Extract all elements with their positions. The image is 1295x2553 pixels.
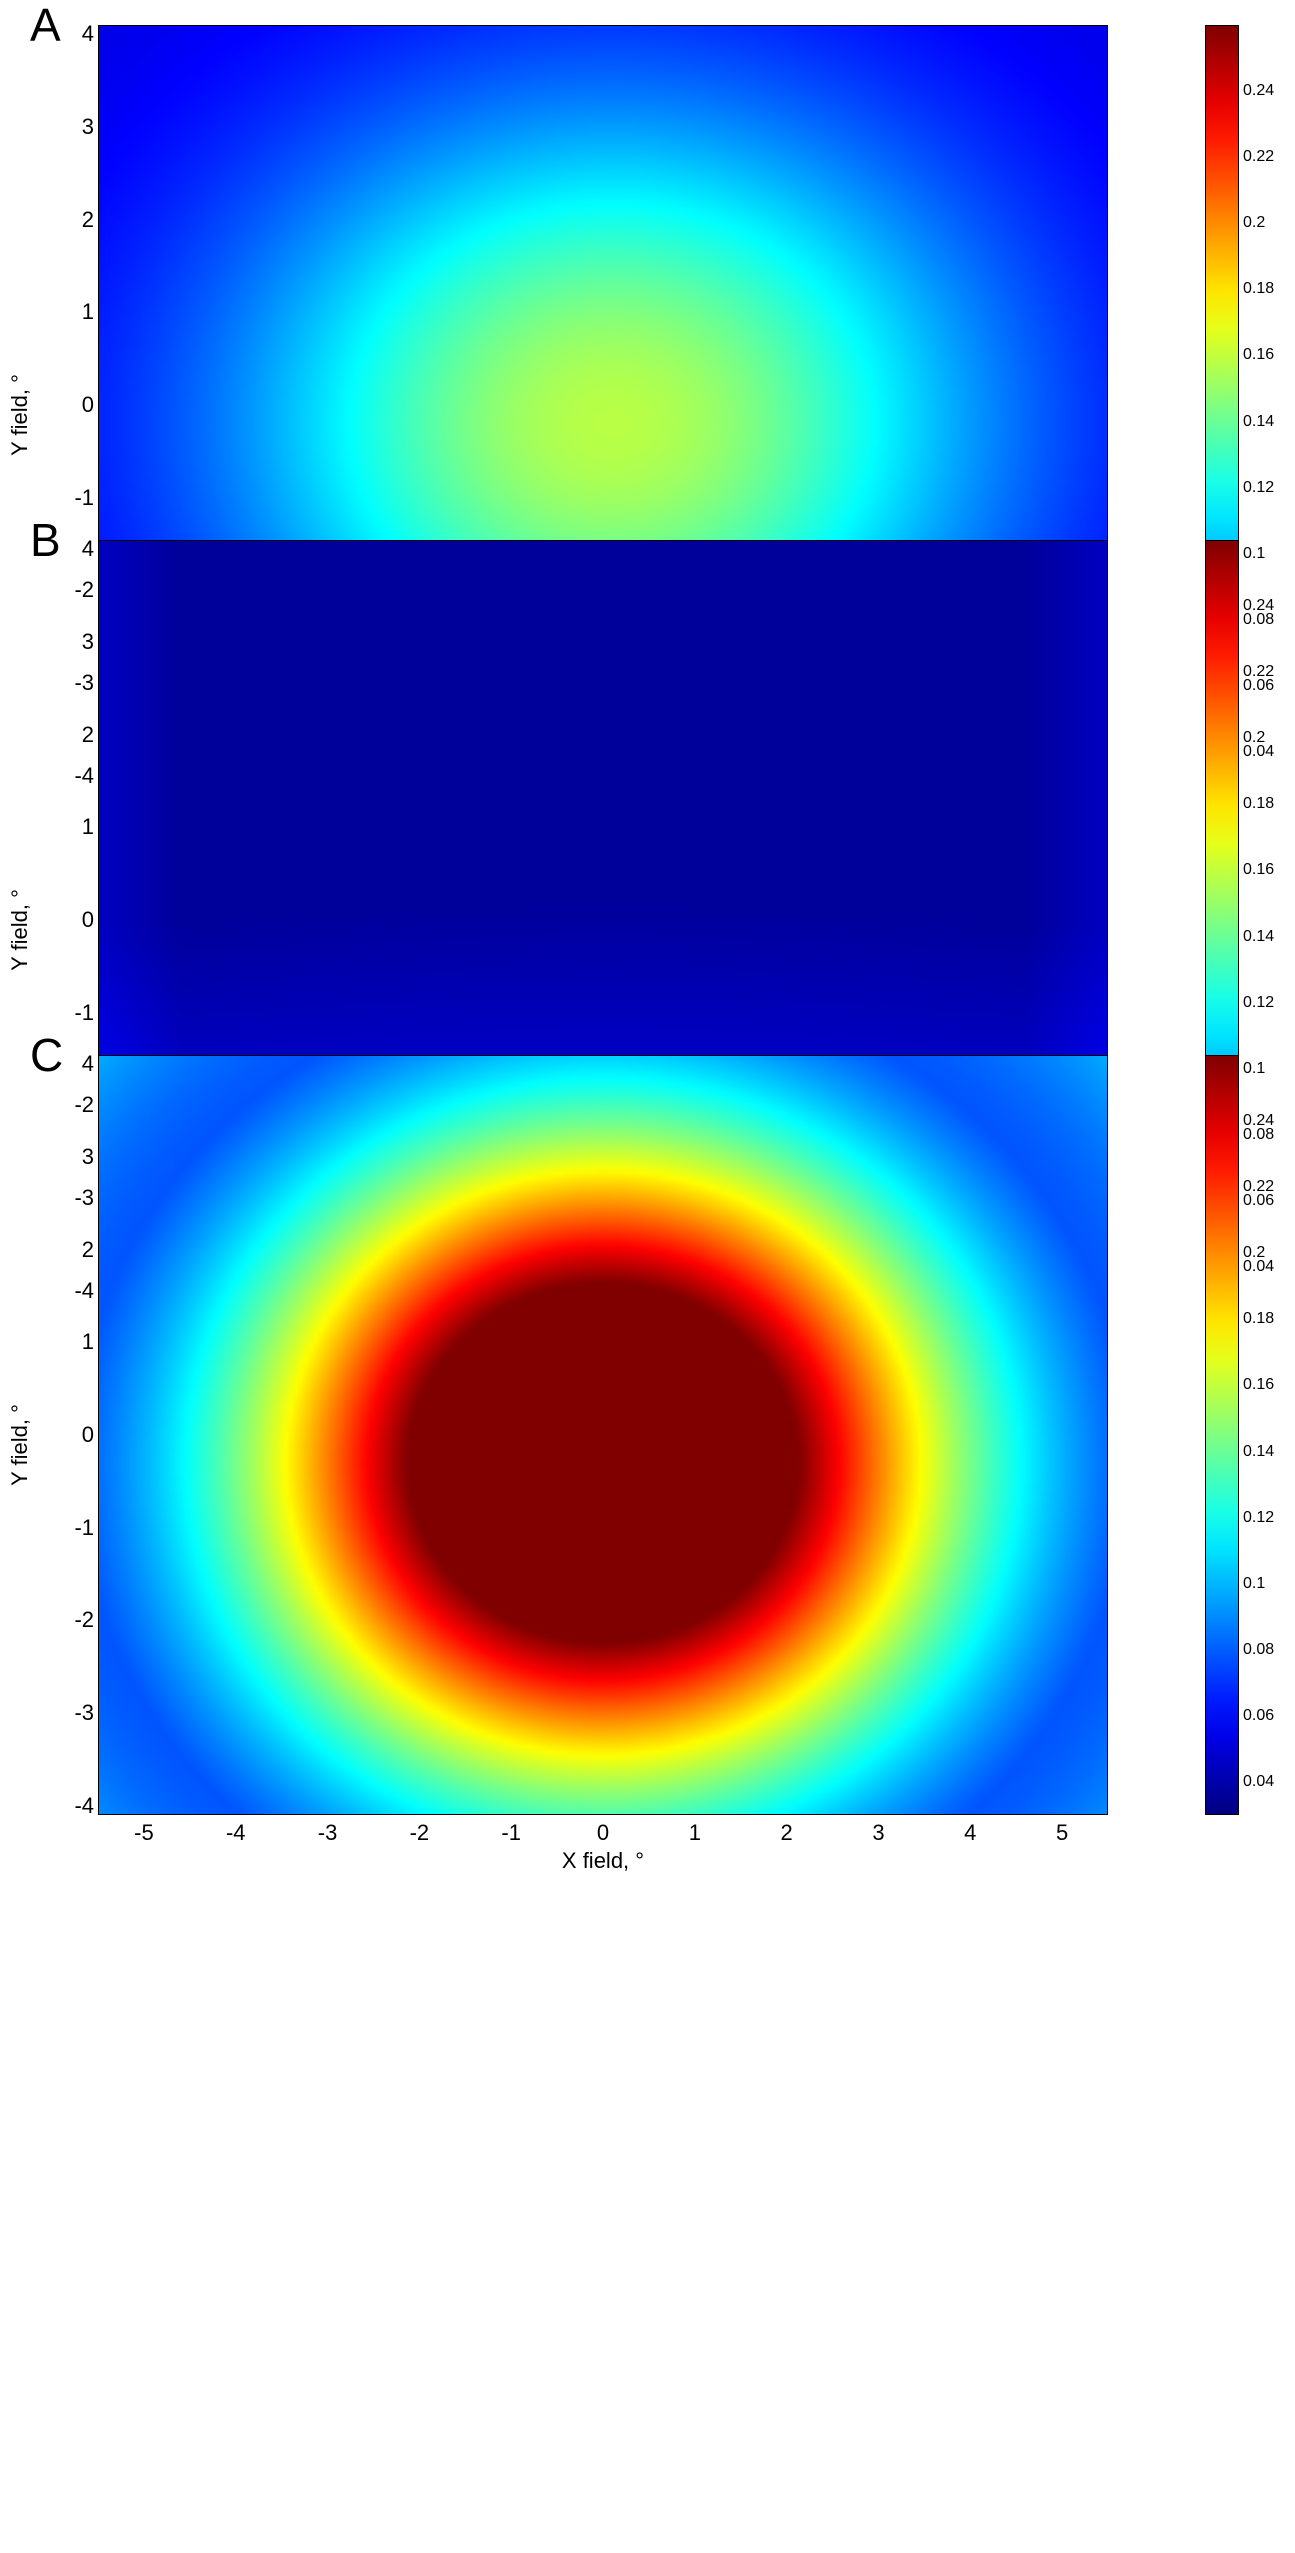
panel-label: C [30,1029,64,1081]
colorbar-tick-label: 0.12 [1243,478,1275,496]
colorbar-tick-label: 0.24 [1243,82,1275,100]
x-tick-label: -1 [501,1820,521,1845]
y-tick-label: 4 [81,1051,94,1077]
colorbar-ticks: 0.04 0.06 0.08 0.1 0.12 0.14 0.16 0.18 0.2 0.22 0.… [1243,540,1295,1300]
colorbar-tick-label: 0.18 [1243,280,1275,298]
colorbar-tick-label: 0.16 [1243,346,1275,364]
colorbar-tick-label: 0.1 [1243,1059,1266,1077]
y-tick-label: 4 [81,536,94,562]
colorbar-tick-label: 0.1 [1243,1574,1266,1592]
y-axis-ticks: -4 -3 -2 -1 0 1 2 3 4 [40,1051,94,1817]
x-tick-label: 4 [964,1820,977,1845]
colorbar-tick-label: 0.18 [1243,795,1275,813]
colorbar-tick-label: 0.12 [1243,993,1275,1011]
y-tick-label: 1 [81,1329,94,1355]
colorbar-tick-label: 0.08 [1243,610,1275,628]
colorbar-tick-label: 0.22 [1243,663,1275,681]
y-axis-label: Y field, ° [7,374,32,456]
colorbar-tick-label: 0.22 [1243,1178,1275,1196]
x-tick-label: 2 [780,1820,793,1845]
x-tick-label: -3 [317,1820,338,1845]
y-tick-label: 0 [81,1422,94,1447]
y-tick-label: -1 [74,484,94,510]
colorbar-tick-label: 0.1 [1243,544,1266,562]
colorbar-tick-label: 0.12 [1243,1508,1275,1526]
colorbar-tick-label: 0.2 [1243,214,1266,232]
y-axis-ticks: -4 -3 -2 -1 0 1 2 3 4 [40,21,94,787]
y-tick-label: 4 [81,21,94,47]
colorbar-tick-label: 0.2 [1243,1244,1266,1262]
y-tick-label: 2 [81,1236,94,1262]
y-tick-label: -1 [74,1514,94,1540]
y-axis-ticks: -4 -3 -2 -1 0 1 2 3 4 [40,536,94,1302]
y-tick-label: 0 [81,907,94,932]
y-tick-label: 1 [81,814,94,840]
colorbar-tick-label: 0.18 [1243,1310,1275,1328]
y-tick-label: 2 [81,206,94,232]
y-tick-label: 0 [81,392,94,417]
y-tick-label: -3 [74,1700,94,1726]
x-tick-label: -2 [409,1820,430,1845]
x-tick-label: -5 [134,1820,154,1845]
y-tick-label: -4 [74,1792,94,1818]
colorbar-tick-label: 0.14 [1243,927,1275,945]
colorbar-tick-label: 0.24 [1243,1112,1275,1130]
y-tick-label: -2 [74,1092,94,1118]
y-tick-label: 1 [81,299,94,325]
y-axis-label: Y field, ° [7,889,32,971]
x-tick-label: 5 [1055,1820,1069,1845]
colorbar-tick-label: 0.08 [1243,1640,1275,1658]
x-tick-label: 0 [596,1820,610,1845]
panel-label: A [30,0,61,51]
y-tick-label: -2 [74,577,94,603]
colorbar-tick-label: 0.06 [1243,1706,1275,1724]
colorbar-tick-label: 0.06 [1243,676,1275,694]
colorbar-tick-label: 0.06 [1243,1191,1275,1209]
panel-label: B [30,514,61,566]
colorbar-ticks: 0.04 0.06 0.08 0.1 0.12 0.14 0.16 0.18 0.2 0.22 0.… [1243,25,1295,785]
x-tick-label: -4 [225,1820,246,1845]
y-tick-label: -3 [74,1185,94,1211]
x-axis-ticks: -5 -4 -3 -2 -1 0 1 2 3 4 5 [98,1820,1108,1848]
y-tick-label: -4 [74,1277,94,1303]
heatmap-plot [98,1055,1108,1815]
colorbar-tick-label: 0.04 [1243,1257,1275,1275]
colorbar-tick-label: 0.22 [1243,148,1275,166]
y-tick-label: 2 [81,721,94,747]
heatmap-image [99,1056,1107,1814]
colorbar-tick-label: 0.14 [1243,1442,1275,1460]
y-tick-label: -2 [74,1607,94,1633]
colorbar-tick-label: 0.24 [1243,597,1275,615]
colorbar-ticks: 0.04 0.06 0.08 0.1 0.12 0.14 0.16 0.18 0.2 0.22 0.… [1243,1055,1295,1815]
colorbar-tick-label: 0.08 [1243,1125,1275,1143]
y-tick-label: 3 [81,1143,94,1169]
y-tick-label: -4 [74,762,94,788]
y-tick-label: -1 [74,999,94,1025]
x-tick-label: 3 [872,1820,885,1845]
y-axis-label: Y field, ° [7,1404,32,1486]
y-tick-label: 3 [81,628,94,654]
y-tick-label: 3 [81,113,94,139]
x-tick-label: 1 [688,1820,701,1845]
colorbar-tick-label: 0.14 [1243,412,1275,430]
y-tick-label: -3 [74,670,94,696]
colorbar-tick-label: 0.16 [1243,1376,1275,1394]
panel-c: C -5 -4 -3 -2 -1 0 1 2 3 4 5 -4 -3 -2 -1 0 1 2 3 4 X field, °… [0,1029,1295,1873]
colorbar-tick-label: 0.2 [1243,729,1266,747]
colorbar-tick-label: 0.16 [1243,861,1275,879]
colorbar [1205,1055,1239,1815]
x-axis-label: X field, ° [561,1848,645,1873]
colorbar-tick-label: 0.04 [1243,1772,1275,1790]
colorbar-tick-label: 0.04 [1243,742,1275,760]
